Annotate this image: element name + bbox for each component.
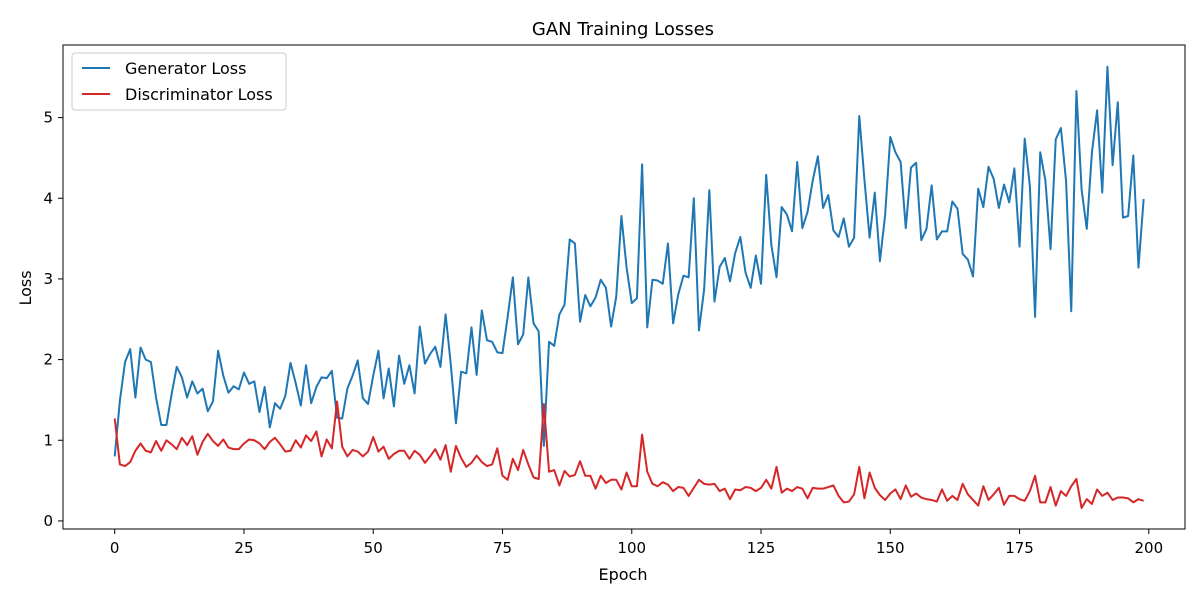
legend-box [71,52,287,111]
chart-title: GAN Training Losses [532,19,714,40]
y-tick-label: 0 [43,512,53,530]
y-axis-label: Loss [16,270,35,305]
x-axis-label: Epoch [599,565,648,584]
x-tick-label: 150 [876,539,905,557]
x-axis: 0 25 50 75 100 125 150 175 200 [110,529,1163,557]
y-axis: 0 1 2 3 4 5 [43,109,63,530]
legend-label-discriminator: Discriminator Loss [125,85,273,104]
x-tick-label: 0 [110,539,120,557]
x-tick-label: 125 [747,539,776,557]
y-tick-label: 5 [43,109,53,127]
x-tick-label: 175 [1005,539,1034,557]
y-tick-label: 2 [43,351,53,369]
legend: Generator Loss Discriminator Loss [71,52,287,111]
x-tick-label: 200 [1134,539,1163,557]
x-tick-label: 25 [234,539,253,557]
series-line-discriminator-loss [113,400,1144,510]
y-tick-label: 1 [43,431,53,449]
x-tick-label: 50 [364,539,383,557]
plot-area [113,65,1145,510]
y-tick-label: 4 [43,189,53,207]
legend-label-generator: Generator Loss [125,59,246,78]
x-tick-label: 75 [493,539,512,557]
series-line-generator-loss [113,65,1145,457]
plot-frame [62,44,1186,530]
x-tick-label: 100 [617,539,646,557]
y-tick-label: 3 [43,270,53,288]
